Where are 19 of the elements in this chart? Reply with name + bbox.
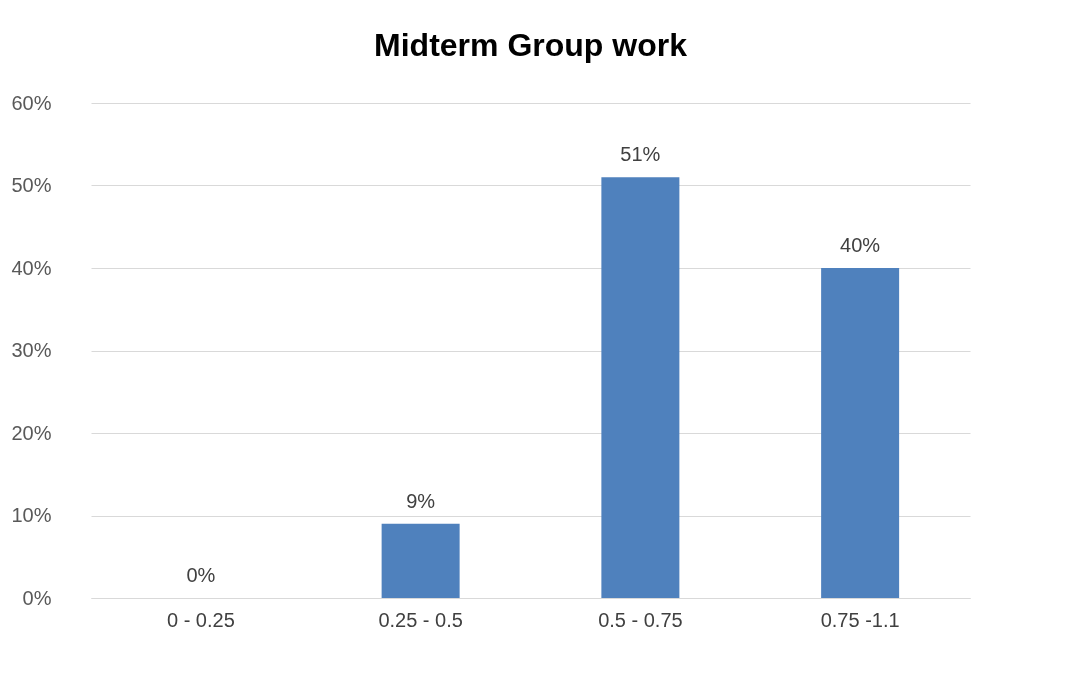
y-tick-label: 20%: [11, 421, 52, 444]
x-tick-label: 0 - 0.25: [166, 608, 235, 631]
data-label: 9%: [406, 489, 436, 512]
data-label: 0%: [186, 564, 216, 586]
data-label: 40%: [840, 234, 881, 256]
chart-title: Midterm Group work: [374, 27, 688, 63]
x-tick-label: 0.25 - 0.5: [378, 608, 463, 631]
data-label: 51%: [620, 143, 661, 166]
bar: [821, 268, 900, 598]
y-tick-label: 50%: [11, 174, 52, 196]
bar: [381, 523, 460, 598]
y-tick-label: 60%: [11, 91, 52, 114]
y-tick-label: 0%: [22, 586, 52, 609]
bar: [601, 177, 680, 598]
y-tick-label: 40%: [11, 256, 52, 279]
x-tick-label: 0.75 -1.1: [820, 608, 900, 631]
y-tick-label: 10%: [11, 504, 52, 526]
x-tick-label: 0.5 - 0.75: [598, 608, 683, 631]
y-tick-label: 30%: [11, 339, 52, 361]
